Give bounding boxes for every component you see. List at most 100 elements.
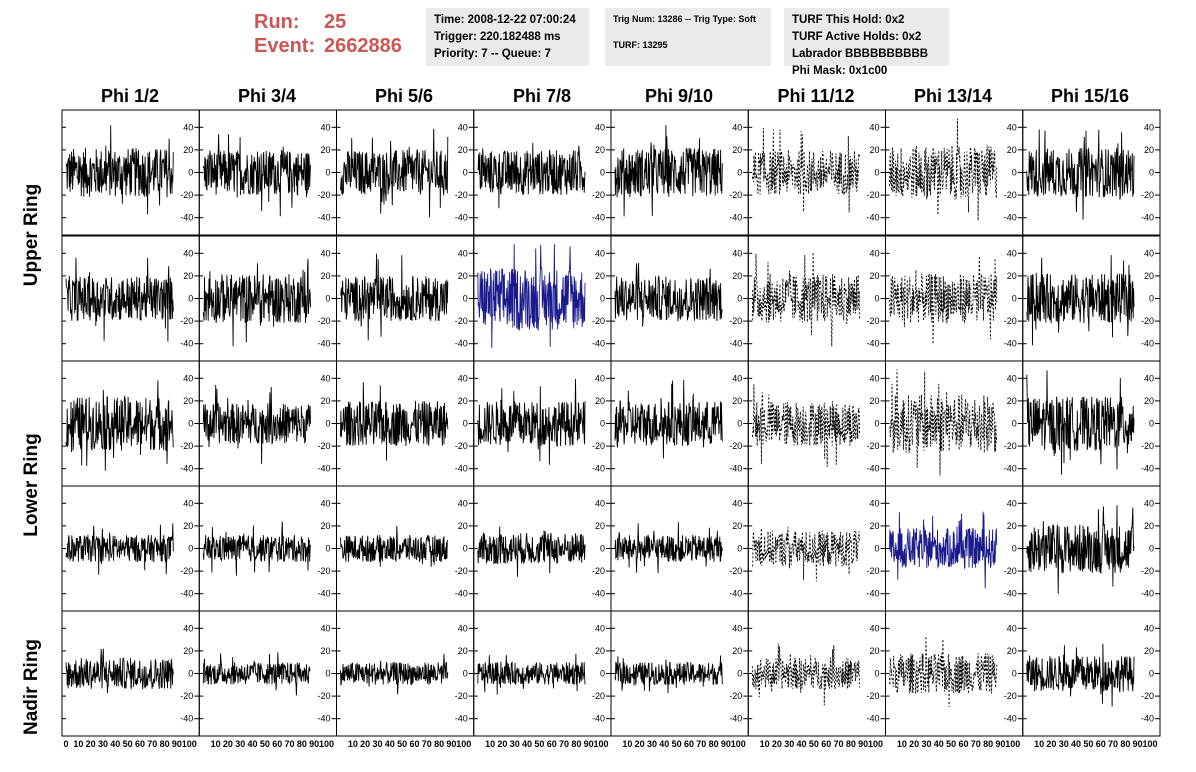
x-tick-label: 10 [622,739,632,749]
y-tick-label: 0 [325,168,330,178]
phi-header-6: Phi 11/12 [777,86,855,106]
y-tick-label: -20 [592,691,605,701]
y-tick-label: 0 [463,669,468,679]
waveform-trace [65,380,174,471]
waveform-panel-r0-c0: -40 -20 0 20 40 [61,109,200,236]
y-tick-label: 0 [1012,544,1017,554]
y-tick-label: -20 [180,190,193,200]
y-tick-label: 40 [732,122,742,132]
x-tick-label: 100 [731,739,746,749]
x-tick-label: 60 [135,739,145,749]
y-tick-label: -20 [1141,190,1154,200]
y-tick-label: 40 [869,373,879,383]
y-tick-label: -40 [1004,464,1017,474]
y-tick-label: 20 [320,646,330,656]
x-tick-label: 90 [858,739,868,749]
y-tick-label: 40 [1007,498,1017,508]
x-tick-label: 0 [63,739,68,749]
y-tick-label: -20 [317,691,330,701]
y-tick-label: 0 [325,669,330,679]
y-tick-label: -20 [729,441,742,451]
y-tick-label: 20 [595,271,605,281]
x-tick-label: 40 [934,739,944,749]
x-tick-label: 50 [123,739,133,749]
phi-header-8: Phi 15/16 [1050,86,1130,106]
y-tick-label: 0 [737,168,742,178]
waveform-trace [65,257,174,342]
x-tick-label: 100 [593,739,608,749]
waveform-trace [65,648,174,694]
y-tick-label: 20 [320,396,330,406]
x-tick-label: 20 [635,739,645,749]
x-tick-label: 70 [1108,739,1118,749]
y-tick-label: 20 [732,145,742,155]
y-tick-label: 40 [732,373,742,383]
y-tick-label: -40 [180,213,193,223]
x-tick-label: 90 [172,739,182,749]
x-tick-label: 30 [372,739,382,749]
x-tick-label: 10 [760,739,770,749]
x-tick-label: 20 [360,739,370,749]
x-tick-label: 100 [182,739,197,749]
y-tick-label: 0 [188,168,193,178]
y-tick-label: 0 [874,544,879,554]
x-tick-label: 100 [456,739,471,749]
labrador-line: Labrador BBBBBBBBBB [792,48,929,60]
x-tick-label: 20 [86,739,96,749]
x-tick-label: 30 [98,739,108,749]
waveform-trace [340,382,449,461]
y-tick-label: 0 [737,544,742,554]
waveform-panel-r3-c6: -40 -20 0 20 40 [885,485,1024,612]
y-tick-label: 20 [458,396,468,406]
y-tick-label: 40 [320,248,330,258]
y-tick-label: 0 [874,168,879,178]
y-tick-label: -40 [180,464,193,474]
waveform-trace [477,653,586,695]
waveform-panel-r4-c2: -40 -20 0 20 40 [336,610,475,737]
waveform-trace [202,521,311,576]
x-tick-label: 10 [211,739,221,749]
y-tick-label: 40 [1007,373,1017,383]
y-tick-label: 20 [1144,646,1154,656]
x-tick-label: 70 [285,739,295,749]
x-tick-label: 50 [397,739,407,749]
y-tick-label: -20 [180,441,193,451]
y-tick-label: -20 [455,691,468,701]
x-tick-label: 70 [834,739,844,749]
x-tick-label: 80 [1120,739,1130,749]
x-tick-label: 20 [497,739,507,749]
x-tick-label: 100 [319,739,334,749]
y-tick-label: -40 [180,339,193,349]
trigger-info-box: Trig Num: 13286 -- Trig Type: Soft TURF:… [605,8,771,66]
x-tick-label: 20 [223,739,233,749]
y-tick-label: -40 [1141,213,1154,223]
x-tick-label: 50 [946,739,956,749]
y-tick-label: 40 [595,373,605,383]
y-tick-label: 20 [595,646,605,656]
waveform-panel-r2-c6: -40 -20 0 20 40 [885,360,1024,487]
x-tick-label: 30 [235,739,245,749]
x-tick-label: 90 [995,739,1005,749]
x-tick-label: 90 [309,739,319,749]
x-tick-label: 30 [1059,739,1069,749]
waveform-panel-r0-c7: -40 -20 0 20 40 [1022,109,1161,236]
y-tick-label: -40 [317,339,330,349]
y-tick-label: 40 [1144,248,1154,258]
y-tick-label: 0 [188,669,193,679]
y-tick-label: -20 [1141,316,1154,326]
x-tick-label: 60 [1096,739,1106,749]
waveform-trace [889,118,998,221]
waveform-trace [751,127,860,213]
y-tick-label: 0 [463,168,468,178]
y-tick-label: 0 [600,168,605,178]
x-tick-label: 30 [784,739,794,749]
waveform-panel-r2-c5: -40 -20 0 20 40 [747,360,886,487]
x-tick-label: 10 [485,739,495,749]
y-tick-label: 40 [869,623,879,633]
y-tick-label: 0 [874,294,879,304]
y-tick-label: -20 [1004,691,1017,701]
y-tick-label: 0 [1149,419,1154,429]
x-tick-label: 90 [584,739,594,749]
event-label: Event: [254,35,316,57]
x-tick-label: 10 [897,739,907,749]
